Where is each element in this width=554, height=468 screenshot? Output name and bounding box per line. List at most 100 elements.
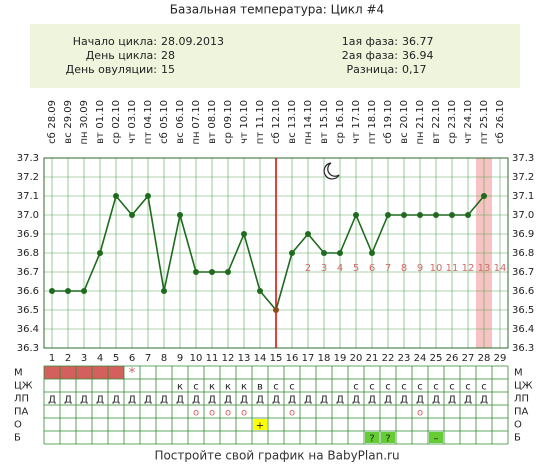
x-tick-label: 23	[398, 353, 411, 364]
date-label: 22.10	[431, 100, 442, 129]
ovulation-point	[273, 307, 279, 313]
temperature-point	[337, 250, 343, 256]
cell-text: о	[225, 408, 231, 419]
cell-text: Д	[352, 395, 360, 406]
x-tick-label: 10	[190, 353, 203, 364]
date-label: 19.10	[383, 100, 394, 129]
cell-text: Д	[288, 395, 296, 406]
temperature-point	[305, 231, 311, 237]
weekday-label: вс	[63, 132, 74, 143]
weekday-label: пн	[79, 131, 90, 144]
x-tick-label: 18	[318, 353, 331, 364]
x-tick-label: 1	[49, 353, 55, 364]
cell-text: Д	[192, 395, 200, 406]
info-value: 0,17	[402, 63, 427, 76]
info-label: Разница:	[347, 63, 399, 76]
cell-text: Д	[432, 395, 440, 406]
cell-text: к	[177, 382, 183, 393]
y-tick-label-right: 36.5	[512, 305, 534, 316]
info-value: 15	[161, 63, 175, 76]
info-value: 28	[161, 49, 175, 62]
y-tick-label-right: 36.7	[512, 267, 534, 278]
temperature-point	[449, 212, 455, 218]
row-label-right: Б	[514, 433, 521, 444]
phase-day-label: 14	[494, 263, 507, 274]
cell-text: Д	[448, 395, 456, 406]
date-label: 29.09	[63, 100, 74, 129]
info-label: 2ая фаза:	[342, 49, 398, 62]
cell-text: с	[353, 382, 359, 393]
y-tick-label: 36.4	[17, 324, 39, 335]
temperature-point	[177, 212, 183, 218]
weekday-label: чт	[351, 132, 362, 144]
weekday-label: ср	[447, 132, 458, 144]
x-tick-label: 27	[462, 353, 475, 364]
cell-text: Д	[80, 395, 88, 406]
menstruation-band	[44, 366, 124, 379]
x-tick-label: 6	[129, 353, 135, 364]
x-tick-label: 22	[382, 353, 395, 364]
cell-text: о	[289, 408, 295, 419]
x-tick-label: 9	[177, 353, 183, 364]
phase-day-label: 6	[369, 263, 375, 274]
y-tick-label-right: 37.2	[512, 172, 534, 183]
cell-text: с	[481, 382, 487, 393]
phase-day-label: 11	[446, 263, 459, 274]
date-label: 24.10	[463, 100, 474, 129]
x-tick-label: 4	[97, 353, 103, 364]
x-tick-label: 3	[81, 353, 87, 364]
phase-day-label: 7	[385, 263, 391, 274]
temperature-point	[433, 212, 439, 218]
x-tick-label: 15	[270, 353, 283, 364]
cell-text: к	[225, 382, 231, 393]
cell-text: с	[433, 382, 439, 393]
info-box	[30, 24, 520, 88]
info-label: День овуляции:	[66, 63, 157, 76]
cell-text: с	[273, 382, 279, 393]
temperature-point	[81, 288, 87, 294]
y-tick-label: 36.5	[17, 305, 39, 316]
weekday-label: пн	[303, 131, 314, 144]
date-label: 26.10	[495, 100, 506, 129]
x-tick-label: 11	[206, 353, 219, 364]
cell-text: Д	[128, 395, 136, 406]
chart-title: Базальная температура: Цикл #4	[170, 3, 384, 17]
cell-text: к	[241, 382, 247, 393]
weekday-label: вс	[287, 132, 298, 143]
weekday-label: ср	[223, 132, 234, 144]
cell-text: Д	[416, 395, 424, 406]
y-tick-label: 36.9	[17, 229, 39, 240]
info-label: День цикла:	[86, 49, 157, 62]
x-tick-label: 12	[222, 353, 235, 364]
x-tick-label: 5	[113, 353, 119, 364]
phase-day-label: 5	[353, 263, 359, 274]
date-label: 16.10	[335, 100, 346, 129]
weekday-label: сб	[47, 132, 58, 144]
y-tick-label-right: 36.3	[512, 343, 534, 354]
phase-day-label: 4	[337, 263, 343, 274]
temperature-point	[353, 212, 359, 218]
y-tick-label-right: 36.9	[512, 229, 534, 240]
date-label: 14.10	[303, 100, 314, 129]
x-tick-label: 8	[161, 353, 167, 364]
phase-day-label: 2	[305, 263, 311, 274]
date-label: 03.10	[127, 100, 138, 129]
y-tick-label: 36.7	[17, 267, 39, 278]
cell-text: о	[209, 408, 215, 419]
weekday-label: вт	[207, 132, 218, 144]
y-tick-label: 36.6	[17, 286, 39, 297]
date-label: 21.10	[415, 100, 426, 129]
cell-text: с	[401, 382, 407, 393]
row-label: Б	[14, 433, 21, 444]
y-tick-label-right: 37.1	[512, 191, 534, 202]
weekday-label: ср	[111, 132, 122, 144]
weekday-label: вт	[319, 132, 330, 144]
weekday-label: вс	[175, 132, 186, 143]
date-label: 30.09	[79, 100, 90, 129]
cell-text: Д	[48, 395, 56, 406]
date-label: 18.10	[367, 100, 378, 129]
date-label: 28.09	[47, 100, 58, 129]
temperature-point	[401, 212, 407, 218]
date-label: 25.10	[479, 100, 490, 129]
